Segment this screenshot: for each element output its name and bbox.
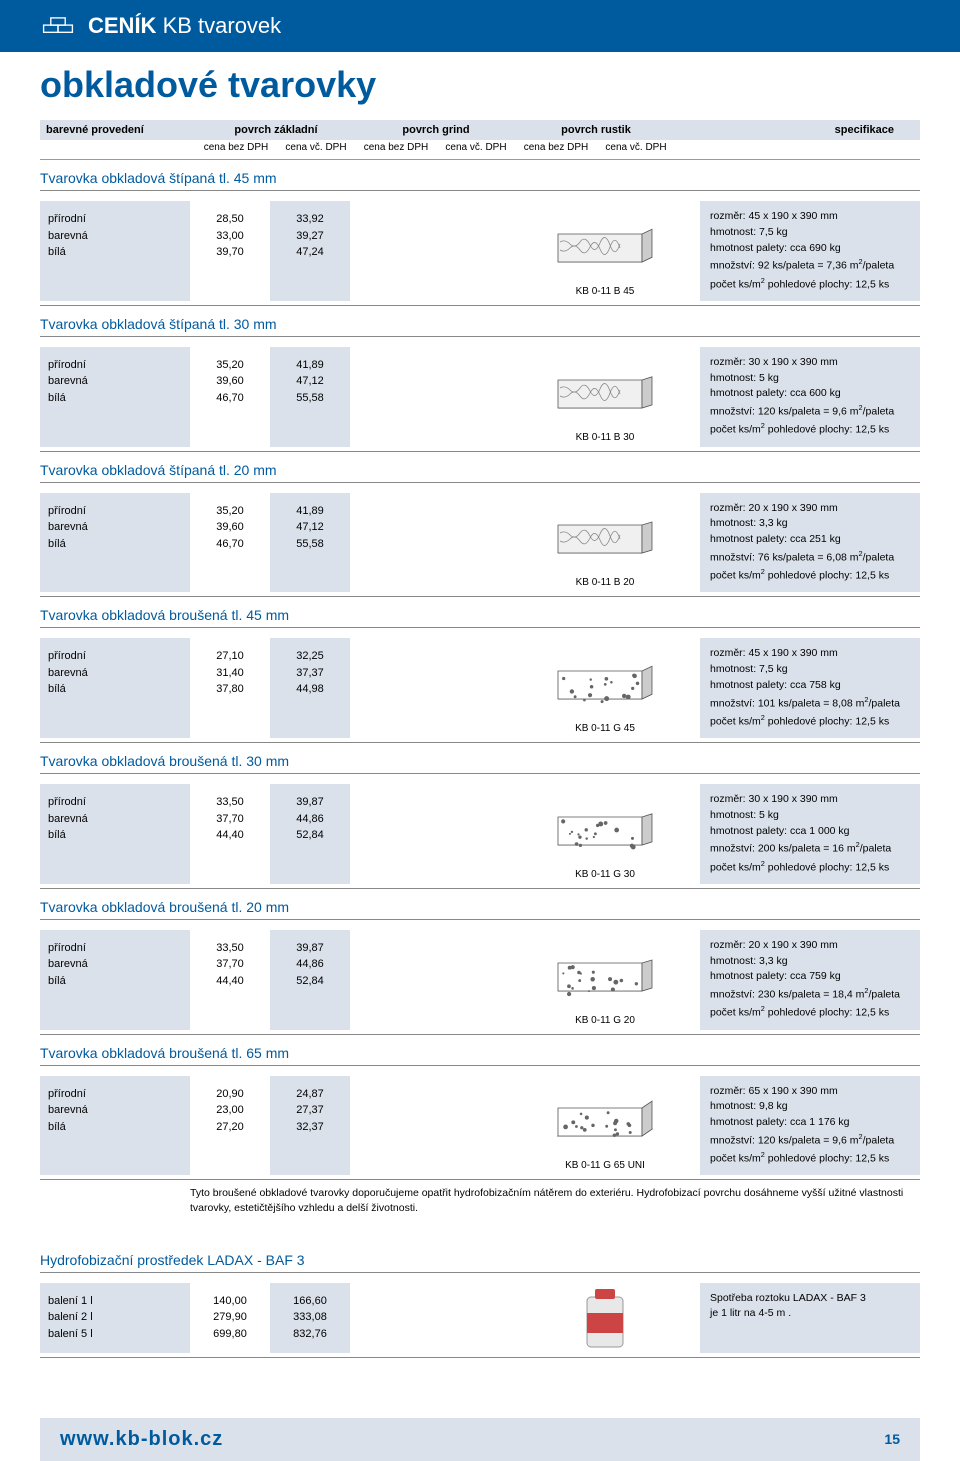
product-spec: rozměr: 45 x 190 x 390 mmhmotnost: 7,5 k… (700, 638, 920, 738)
finish-names: přírodníbarevnábílá (40, 930, 190, 1030)
product-spec: rozměr: 20 x 190 x 390 mmhmotnost: 3,3 k… (700, 930, 920, 1030)
product-row: přírodníbarevnábílá28,5033,0039,7033,923… (40, 197, 920, 306)
price-with-vat: 41,8947,1255,58 (270, 347, 350, 447)
footer-page: 15 (884, 1431, 900, 1447)
product-row: přírodníbarevnábílá20,9023,0027,2024,872… (40, 1072, 920, 1181)
product-spec: rozměr: 30 x 190 x 390 mmhmotnost: 5 kgh… (700, 784, 920, 884)
product-spec: rozměr: 45 x 190 x 390 mmhmotnost: 7,5 k… (700, 201, 920, 301)
section-title: Tvarovka obkladová štípaná tl. 20 mm (40, 462, 920, 483)
column-header: barevné provedení povrch základní povrch… (40, 120, 920, 140)
product-diagram: KB 0-11 G 65 UNI (510, 1076, 700, 1176)
price-with-vat: 33,9239,2747,24 (270, 201, 350, 301)
product-diagram: KB 0-11 B 20 (510, 493, 700, 593)
product-row: přírodníbarevnábílá27,1031,4037,8032,253… (40, 634, 920, 743)
product-diagram: KB 0-11 G 20 (510, 930, 700, 1030)
price-without-vat: 20,9023,0027,20 (190, 1076, 270, 1176)
ladax-row: balení 1 lbalení 2 lbalení 5 l 140,00279… (40, 1279, 920, 1358)
ladax-spec: Spotřeba roztoku LADAX - BAF 3je 1 litr … (700, 1283, 920, 1353)
product-code: KB 0-11 B 45 (576, 286, 635, 297)
product-code: KB 0-11 G 65 UNI (565, 1160, 645, 1171)
price-without-vat: 33,5037,7044,40 (190, 784, 270, 884)
column-subheader: cena bez DPHcena vč. DPH cena bez DPHcen… (40, 140, 920, 160)
price-without-vat: 27,1031,4037,80 (190, 638, 270, 738)
product-row: přírodníbarevnábílá35,2039,6046,7041,894… (40, 343, 920, 452)
product-code: KB 0-11 G 45 (575, 723, 635, 734)
product-diagram: KB 0-11 G 45 (510, 638, 700, 738)
ladax-title: Hydrofobizační prostředek LADAX - BAF 3 (40, 1252, 920, 1273)
price-without-vat: 35,2039,6046,70 (190, 347, 270, 447)
header-bar: CENÍK KB tvarovek (0, 0, 960, 52)
finish-names: přírodníbarevnábílá (40, 493, 190, 593)
product-row: přírodníbarevnábílá33,5037,7044,4039,874… (40, 926, 920, 1035)
finish-names: přírodníbarevnábílá (40, 638, 190, 738)
footer-url: www.kb-blok.cz (60, 1428, 223, 1451)
product-spec: rozměr: 30 x 190 x 390 mmhmotnost: 5 kgh… (700, 347, 920, 447)
product-code: KB 0-11 B 20 (576, 577, 635, 588)
product-diagram: KB 0-11 B 30 (510, 347, 700, 447)
product-row: přírodníbarevnábílá33,5037,7044,4039,874… (40, 780, 920, 889)
finish-names: přírodníbarevnábílá (40, 784, 190, 884)
price-with-vat: 39,8744,8652,84 (270, 930, 350, 1030)
price-without-vat: 35,2039,6046,70 (190, 493, 270, 593)
header-title: CENÍK KB tvarovek (88, 13, 281, 39)
section-title: Tvarovka obkladová broušená tl. 20 mm (40, 899, 920, 920)
price-without-vat: 33,5037,7044,40 (190, 930, 270, 1030)
price-with-vat: 41,8947,1255,58 (270, 493, 350, 593)
product-spec: rozměr: 65 x 190 x 390 mmhmotnost: 9,8 k… (700, 1076, 920, 1176)
finish-names: přírodníbarevnábílá (40, 201, 190, 301)
product-code: KB 0-11 G 30 (575, 869, 635, 880)
section-title: Tvarovka obkladová broušená tl. 45 mm (40, 607, 920, 628)
price-with-vat: 39,8744,8652,84 (270, 784, 350, 884)
ladax-image (510, 1283, 700, 1353)
brick-icon (40, 12, 76, 40)
footnote: Tyto broušené obkladové tvarovky doporuč… (40, 1180, 920, 1221)
price-without-vat: 28,5033,0039,70 (190, 201, 270, 301)
section-title: Tvarovka obkladová broušená tl. 65 mm (40, 1045, 920, 1066)
product-code: KB 0-11 B 30 (576, 432, 635, 443)
section-title: Tvarovka obkladová broušená tl. 30 mm (40, 753, 920, 774)
page-title: obkladové tvarovky (40, 64, 920, 106)
product-code: KB 0-11 G 20 (575, 1015, 635, 1026)
section-title: Tvarovka obkladová štípaná tl. 30 mm (40, 316, 920, 337)
finish-names: přírodníbarevnábílá (40, 347, 190, 447)
product-diagram: KB 0-11 B 45 (510, 201, 700, 301)
product-spec: rozměr: 20 x 190 x 390 mmhmotnost: 3,3 k… (700, 493, 920, 593)
footer-bar: www.kb-blok.cz 15 (40, 1418, 920, 1461)
price-with-vat: 24,8727,3732,37 (270, 1076, 350, 1176)
product-row: přírodníbarevnábílá35,2039,6046,7041,894… (40, 489, 920, 598)
section-title: Tvarovka obkladová štípaná tl. 45 mm (40, 170, 920, 191)
finish-names: přírodníbarevnábílá (40, 1076, 190, 1176)
product-diagram: KB 0-11 G 30 (510, 784, 700, 884)
price-with-vat: 32,2537,3744,98 (270, 638, 350, 738)
